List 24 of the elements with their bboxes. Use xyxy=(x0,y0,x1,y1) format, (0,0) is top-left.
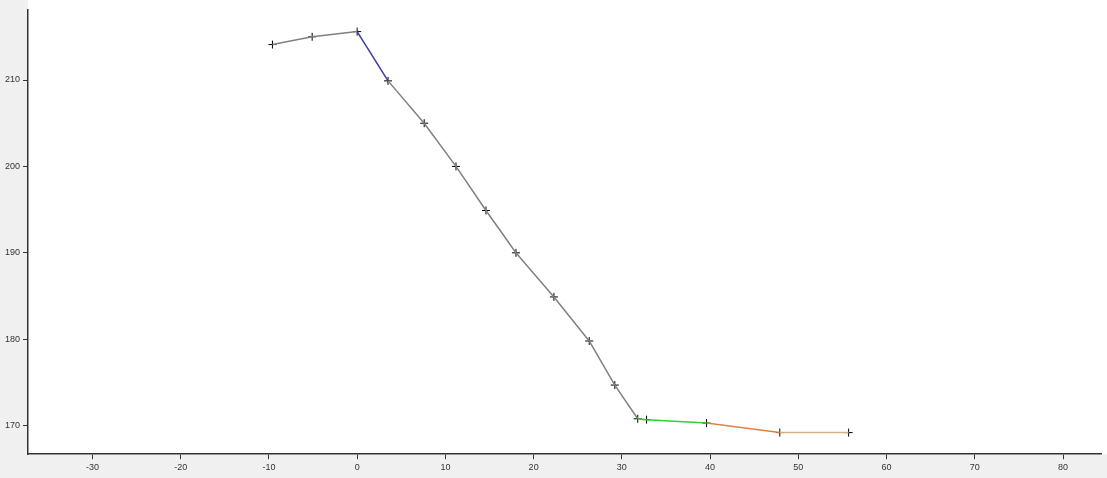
point xyxy=(549,292,559,302)
y-tick-label: 180 xyxy=(4,333,21,344)
point xyxy=(383,76,393,86)
x-tick-label: -10 xyxy=(262,462,276,473)
x-tick-label: -20 xyxy=(174,462,188,473)
x-tick-label: 0 xyxy=(354,462,360,473)
x-tick-label: 80 xyxy=(1058,462,1069,473)
x-tick-label: -30 xyxy=(85,462,99,473)
point xyxy=(511,248,521,258)
y-tick-label: 210 xyxy=(4,74,21,85)
y-tick-label: 200 xyxy=(4,160,21,171)
x-tick-label: 20 xyxy=(528,462,539,473)
x-tick-label: 10 xyxy=(440,462,451,473)
x-tick-label: 60 xyxy=(881,462,892,473)
point xyxy=(610,380,620,390)
point xyxy=(584,336,594,346)
y-tick-label: 190 xyxy=(4,247,21,258)
x-tick-label: 30 xyxy=(616,462,627,473)
point xyxy=(481,206,491,215)
x-tick-label: 40 xyxy=(705,462,716,473)
x-tick-label: 70 xyxy=(969,462,980,473)
y-tick-label: 170 xyxy=(4,420,21,431)
point xyxy=(451,161,461,171)
x-tick-label: 50 xyxy=(793,462,804,473)
